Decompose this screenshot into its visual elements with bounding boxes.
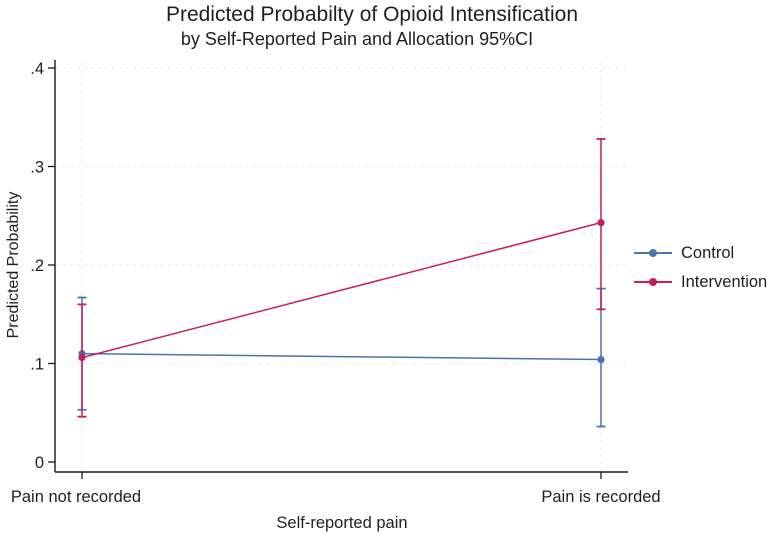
intervention-marker <box>597 219 605 227</box>
control-marker <box>597 355 605 364</box>
legend-entry-control: Control <box>634 243 767 263</box>
y-tick-label: .2 <box>30 257 44 275</box>
legend-entry-intervention: Intervention <box>634 272 767 292</box>
y-tick-label: .4 <box>30 60 44 78</box>
x-tick-label-pain-is-recorded: Pain is recorded <box>541 488 661 506</box>
control-dot-icon <box>649 249 657 257</box>
x-tick-label-pain-not-recorded: Pain not recorded <box>10 488 142 506</box>
control-series-line <box>81 352 602 361</box>
control-legend-sample-icon <box>634 243 672 263</box>
y-tick-label: 0 <box>35 454 44 472</box>
legend: Control Intervention <box>634 243 767 292</box>
chart-title: Predicted Probabilty of Opioid Intensifi… <box>165 3 579 26</box>
intervention-series-line <box>81 221 602 359</box>
intervention-legend-sample-icon <box>634 272 672 292</box>
intervention-marker <box>78 353 86 362</box>
y-tick-label: .1 <box>30 356 44 374</box>
chart-subtitle: by Self-Reported Pain and Allocation 95%… <box>180 29 534 49</box>
x-axis-title: Self-reported pain <box>276 514 408 532</box>
legend-label-control: Control <box>681 243 735 262</box>
y-tick-label: .3 <box>30 159 44 177</box>
intervention-dot-icon <box>649 278 657 286</box>
legend-label-intervention: Intervention <box>681 272 768 291</box>
